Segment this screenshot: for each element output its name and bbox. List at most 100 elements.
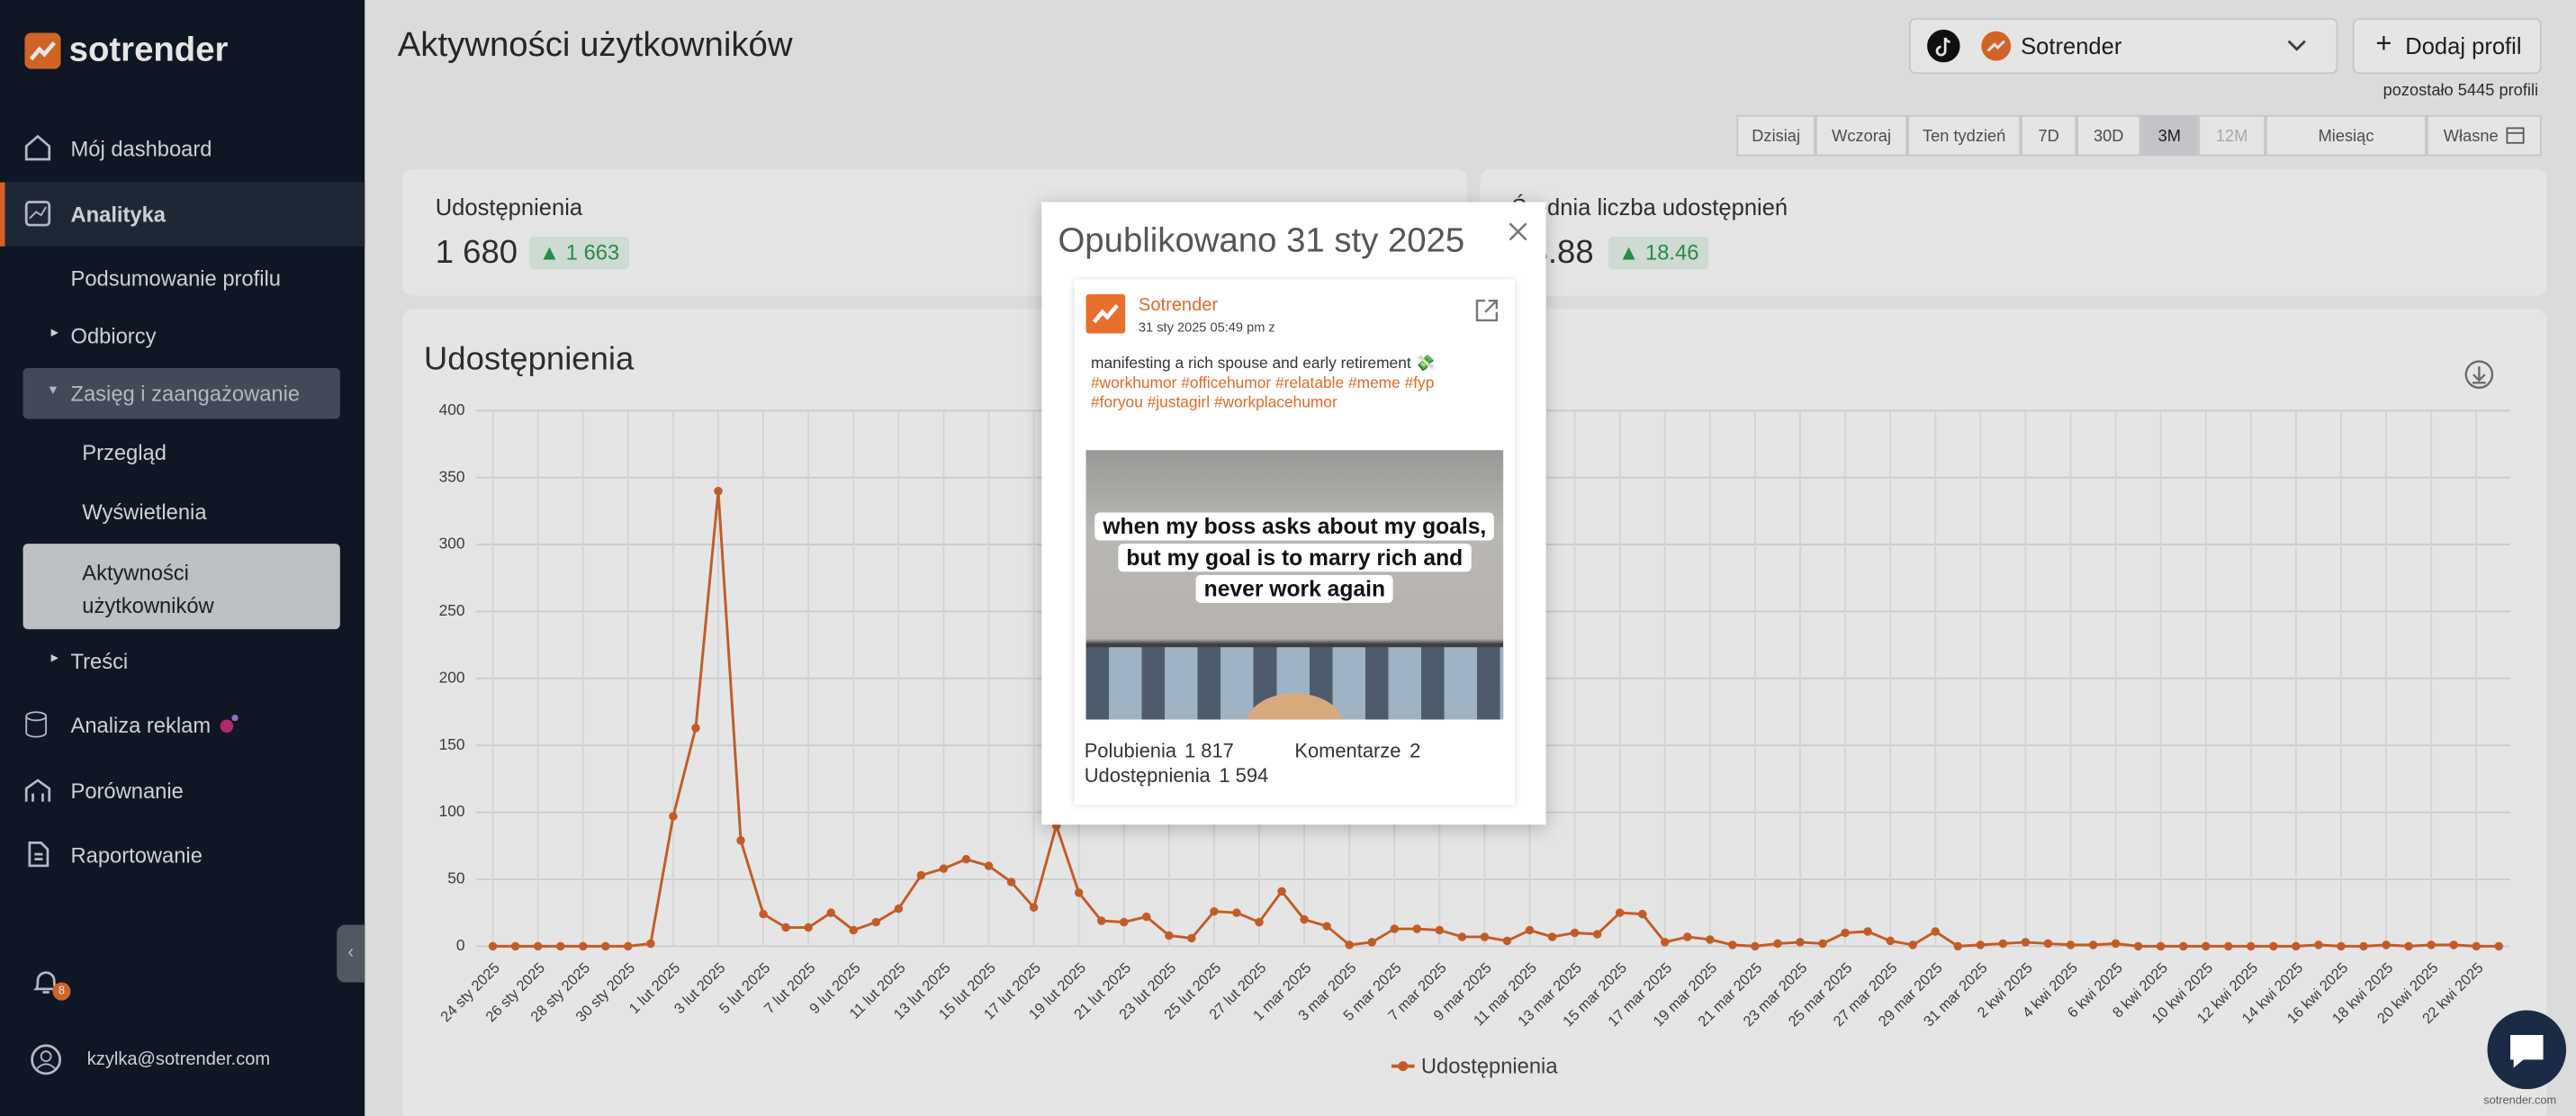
data-point (601, 941, 610, 951)
nav-item[interactable]: Analiza reklam (70, 713, 212, 738)
nav-item[interactable]: Raportowanie (70, 842, 203, 868)
chevron (2287, 40, 2306, 51)
data-point (2314, 940, 2323, 950)
collapse-handle[interactable]: ‹ (337, 924, 365, 983)
nav-icon (24, 778, 51, 802)
data-point (510, 941, 520, 951)
date-range-button[interactable]: Miesiąc (2265, 114, 2427, 157)
caption-line: when my boss asks about my goals, (1094, 512, 1495, 541)
stat-label: Udostępnienia (1084, 763, 1211, 788)
data-point (916, 870, 926, 880)
sidebar: sotrender Mój dashboard Analityka Podsum… (0, 0, 365, 1116)
legend-label: Udostępnienia (1421, 1056, 1558, 1079)
page-title: Aktywności użytkowników (397, 26, 793, 65)
chat-button[interactable] (2487, 1010, 2567, 1090)
nav-open-bg (23, 367, 340, 419)
data-point (871, 917, 881, 927)
data-point (1165, 931, 1174, 940)
date-range-button[interactable]: Wczoraj (1815, 114, 1908, 157)
data-point (1390, 924, 1399, 933)
stat-label: Komentarze (1294, 739, 1401, 762)
y-tick-label: 150 (439, 735, 465, 753)
footer-credit: sotrender.com (2483, 1095, 2557, 1108)
data-point (2178, 941, 2188, 951)
date-range-button[interactable]: Własne (2426, 114, 2542, 157)
download-icon[interactable] (2464, 360, 2494, 390)
date-range-button[interactable]: 3M (2140, 114, 2199, 157)
modal-title: Opublikowano 31 sty 2025 (1058, 221, 1465, 260)
data-point (2404, 941, 2413, 951)
data-point (1683, 932, 1692, 941)
data-point (1931, 927, 1940, 936)
external-link-icon[interactable] (1473, 297, 1500, 323)
calendar-icon (2506, 127, 2525, 144)
caret: ▸ (50, 648, 59, 666)
y-tick-label: 0 (456, 936, 465, 954)
date-range-button[interactable]: Ten tydzień (1907, 114, 2022, 157)
post-timestamp: 31 sty 2025 05:49 pm z (1138, 320, 1275, 336)
data-point (1345, 940, 1354, 950)
data-point (961, 854, 971, 864)
data-point (1074, 888, 1084, 897)
data-point (624, 941, 633, 951)
stat-value: 1 817 (1184, 739, 1234, 762)
post-text: manifesting a rich spouse and early reti… (1090, 355, 1436, 374)
date-range-button[interactable]: 7D (2021, 114, 2077, 157)
data-point (579, 941, 588, 951)
data-point (2201, 941, 2211, 951)
nav-item[interactable]: Treści (70, 648, 129, 674)
data-point (1706, 935, 1715, 944)
data-point (826, 908, 835, 917)
data-point (2156, 941, 2166, 951)
nav-item[interactable]: Podsumowanie profilu (70, 266, 281, 292)
nav-item[interactable]: Przegląd (82, 440, 167, 465)
kpi-label: Udostępnienia (435, 194, 583, 220)
caret: ▾ (49, 381, 58, 398)
data-point (2133, 941, 2143, 951)
data-point (1547, 932, 1557, 941)
data-point (849, 925, 858, 935)
y-tick-label: 250 (439, 601, 465, 619)
nav-item[interactable]: Mój dashboard (70, 136, 212, 161)
data-point (781, 922, 790, 932)
nav-item[interactable]: Odbiorcy (70, 323, 157, 348)
data-point (1435, 925, 1445, 935)
caret: ▸ (50, 323, 59, 340)
data-point (1796, 938, 1805, 947)
author-avatar (1085, 293, 1126, 334)
user-email[interactable]: kzylka@sotrender.com (86, 1049, 271, 1070)
data-point (1773, 939, 1782, 949)
data-point (1006, 878, 1016, 886)
data-point (1953, 941, 1963, 951)
data-point (1976, 940, 1986, 950)
y-tick-label: 200 (439, 668, 465, 686)
data-point (2472, 941, 2481, 951)
nav-item[interactable]: Aktywności użytkowników (82, 560, 214, 618)
remaining-profiles: pozostało 5445 profili (2382, 82, 2539, 101)
data-point (1367, 938, 1376, 947)
date-range-button[interactable]: Dzisiaj (1736, 114, 1815, 157)
data-point (1187, 933, 1196, 943)
data-point (2449, 940, 2458, 950)
nav-item[interactable]: Porównanie (70, 778, 184, 804)
nav-item[interactable]: Wyświetlenia (82, 499, 207, 525)
data-point (1480, 932, 1490, 941)
nav-icon (28, 842, 50, 868)
data-point (1210, 906, 1219, 916)
nav-item[interactable]: Analityka (70, 202, 167, 227)
nav-selected-bg (23, 544, 340, 630)
nav-item[interactable]: Zasięg i zaangażowanie (70, 381, 301, 406)
date-range-button[interactable]: 30D (2076, 114, 2141, 157)
profile-select[interactable] (1908, 18, 2338, 75)
close-button[interactable] (1507, 220, 1530, 244)
data-point (1998, 939, 2008, 949)
post-modal: Opublikowano 31 sty 2025 Sotrender 31 st… (1041, 202, 1546, 825)
data-point (1818, 939, 1827, 949)
author-name[interactable]: Sotrender (1138, 295, 1219, 316)
data-point (2494, 941, 2504, 951)
data-point (1096, 916, 1106, 925)
add-profile-button[interactable] (2352, 18, 2542, 75)
data-point (1322, 922, 1331, 931)
kpi-label: Średnia liczba udostępnień (1511, 194, 1788, 220)
